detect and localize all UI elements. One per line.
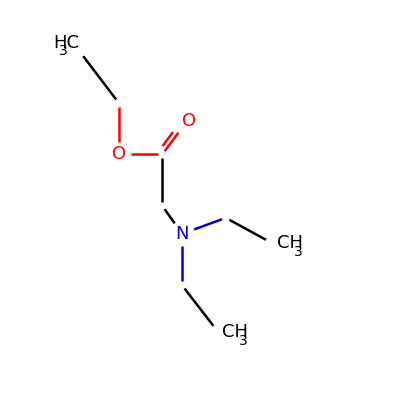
Text: O: O (112, 145, 126, 163)
Text: N: N (175, 225, 189, 243)
Text: CH: CH (278, 234, 304, 252)
Text: HC: HC (53, 34, 79, 52)
Text: O: O (182, 112, 196, 130)
Text: 3: 3 (294, 245, 303, 259)
Text: 3: 3 (238, 334, 247, 348)
Text: 3: 3 (59, 44, 68, 58)
Text: CH: CH (222, 323, 248, 341)
